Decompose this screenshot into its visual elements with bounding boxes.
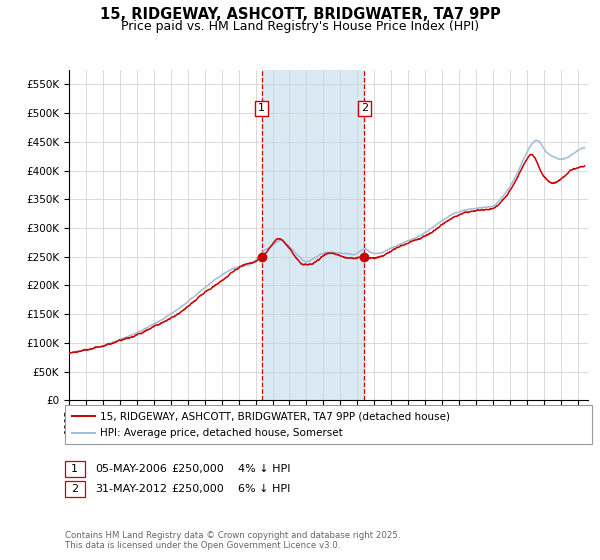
Text: 2: 2 [361,104,368,114]
Text: 4% ↓ HPI: 4% ↓ HPI [238,464,290,474]
Text: £250,000: £250,000 [172,484,224,494]
Text: 15, RIDGEWAY, ASHCOTT, BRIDGWATER, TA7 9PP: 15, RIDGEWAY, ASHCOTT, BRIDGWATER, TA7 9… [100,7,500,22]
Text: 15, RIDGEWAY, ASHCOTT, BRIDGWATER, TA7 9PP (detached house): 15, RIDGEWAY, ASHCOTT, BRIDGWATER, TA7 9… [100,411,449,421]
Text: 31-MAY-2012: 31-MAY-2012 [95,484,167,494]
Bar [262,70,364,400]
Text: £250,000: £250,000 [172,464,224,474]
Text: 05-MAY-2006: 05-MAY-2006 [95,464,167,474]
Text: 1: 1 [258,104,265,114]
Text: 1: 1 [71,464,78,474]
Text: 6% ↓ HPI: 6% ↓ HPI [238,484,290,494]
Text: Price paid vs. HM Land Registry's House Price Index (HPI): Price paid vs. HM Land Registry's House … [121,20,479,32]
Text: 2: 2 [71,484,78,494]
Text: HPI: Average price, detached house, Somerset: HPI: Average price, detached house, Some… [100,428,343,438]
Text: Contains HM Land Registry data © Crown copyright and database right 2025.
This d: Contains HM Land Registry data © Crown c… [65,530,400,550]
